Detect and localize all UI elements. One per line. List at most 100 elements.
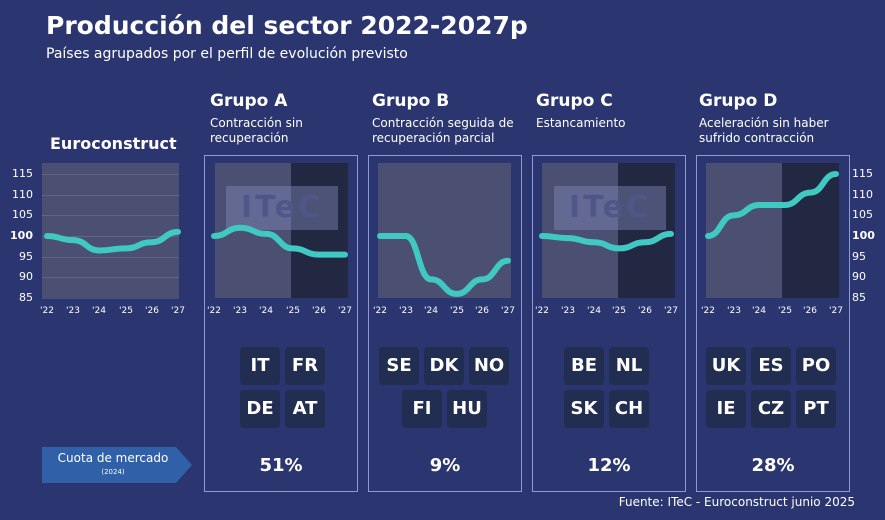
country-badge-de: DE [240, 390, 280, 428]
group-d-title: Grupo D [699, 91, 778, 111]
y-tick-label: 95 [19, 250, 33, 263]
group-c-description: Estancamiento [536, 116, 626, 130]
market-share-year: (2024) [101, 468, 125, 476]
x-tick-label: '26 [475, 306, 489, 316]
group-c-title: Grupo C [536, 91, 613, 111]
group-c-box [532, 155, 686, 492]
y-tick-label: 110 [852, 188, 873, 201]
itec-watermark: ITeC [226, 186, 338, 230]
x-tick-label: '26 [803, 306, 817, 316]
x-tick-label: '22 [701, 306, 715, 316]
x-tick-label: '24 [92, 306, 106, 316]
itec-watermark: ITeC [554, 186, 666, 230]
country-badge-cz: CZ [751, 390, 791, 428]
x-tick-label: '26 [145, 306, 159, 316]
country-badge-sk: SK [564, 390, 604, 428]
group-a-title: Grupo A [210, 91, 288, 111]
forecast-shade [291, 163, 348, 298]
market-share-text: Cuota de mercado [57, 451, 169, 465]
country-badge-es: ES [751, 347, 791, 385]
source-note: Fuente: ITeC - Euroconstruct junio 2025 [618, 495, 855, 509]
arrow-label-shape [42, 447, 192, 483]
x-tick-label: '22 [373, 306, 387, 316]
x-tick-label: '27 [829, 306, 843, 316]
x-tick-label: '22 [535, 306, 549, 316]
country-badge-dk: DK [424, 347, 464, 385]
group-b-box [368, 155, 522, 492]
x-tick-label: '23 [399, 306, 413, 316]
group-d-description: Aceleración sin haber sufrido contracció… [699, 116, 829, 145]
y-tick-label: 90 [19, 270, 33, 283]
country-badge-be: BE [564, 347, 604, 385]
gridline [42, 236, 179, 237]
group-a-plot-area [215, 163, 348, 298]
x-tick-label: '23 [233, 306, 247, 316]
gridline [42, 277, 179, 278]
gridline [42, 215, 179, 216]
country-badge-pt: PT [796, 390, 836, 428]
country-badge-uk: UK [706, 347, 746, 385]
page-subtitle: Países agrupados por el perfil de evoluc… [46, 46, 408, 62]
x-tick-label: '22 [207, 306, 221, 316]
group-c-share: 12% [587, 455, 631, 476]
y-tick-label: 110 [12, 188, 33, 201]
y-tick-label: 85 [852, 291, 866, 304]
x-tick-label: '26 [638, 306, 652, 316]
country-badge-hu: HU [447, 390, 487, 428]
group-b-plot-area [378, 163, 511, 298]
country-badge-po: PO [796, 347, 836, 385]
group-a-share: 51% [259, 455, 303, 476]
country-badge-ch: CH [609, 390, 649, 428]
x-tick-label: '24 [424, 306, 438, 316]
y-tick-label: 90 [852, 270, 866, 283]
country-badge-nl: NL [609, 347, 649, 385]
x-tick-label: '25 [286, 306, 300, 316]
x-tick-label: '23 [561, 306, 575, 316]
euroconstruct-title: Euroconstruct [50, 134, 177, 153]
y-tick-label: 95 [852, 250, 866, 263]
group-c-plot-area [542, 163, 675, 298]
y-tick-label: 85 [19, 291, 33, 304]
gridline [42, 174, 179, 175]
y-tick-label: 105 [12, 208, 33, 221]
country-badge-fi: FI [402, 390, 442, 428]
forecast-shade [618, 163, 675, 298]
x-tick-label: '23 [727, 306, 741, 316]
x-tick-label: '27 [338, 306, 352, 316]
page-title: Producción del sector 2022-2027p [46, 11, 528, 40]
gridline [42, 195, 179, 196]
country-badge-no: NO [469, 347, 509, 385]
x-tick-label: '27 [664, 306, 678, 316]
y-tick-label: 105 [852, 208, 873, 221]
x-tick-label: '27 [171, 306, 185, 316]
market-share-label: Cuota de mercado (2024) [42, 447, 192, 483]
group-a-description: Contracción sin recuperación [210, 116, 303, 145]
group-b-share: 9% [429, 455, 461, 476]
x-tick-label: '24 [752, 306, 766, 316]
x-tick-label: '26 [312, 306, 326, 316]
country-badge-at: AT [285, 390, 325, 428]
gridline [42, 257, 179, 258]
group-b-description: Contracción seguida de recuperación parc… [372, 116, 514, 145]
country-badge-it: IT [240, 347, 280, 385]
group-d-box [696, 155, 850, 492]
x-tick-label: '23 [66, 306, 80, 316]
forecast-shade [782, 163, 839, 298]
x-tick-label: '27 [501, 306, 515, 316]
x-tick-label: '25 [612, 306, 626, 316]
group-b-title: Grupo B [372, 91, 450, 111]
group-d-plot-area [706, 163, 839, 298]
x-tick-label: '24 [587, 306, 601, 316]
country-badge-se: SE [379, 347, 419, 385]
country-badge-fr: FR [285, 347, 325, 385]
y-tick-label: 115 [12, 167, 33, 180]
country-badge-ie: IE [706, 390, 746, 428]
x-tick-label: '25 [119, 306, 133, 316]
y-tick-label: 115 [852, 167, 873, 180]
gridline [42, 298, 179, 299]
y-tick-label: 100 [10, 229, 33, 242]
group-d-share: 28% [751, 455, 795, 476]
group-a-box [204, 155, 358, 492]
x-tick-label: '22 [40, 306, 54, 316]
